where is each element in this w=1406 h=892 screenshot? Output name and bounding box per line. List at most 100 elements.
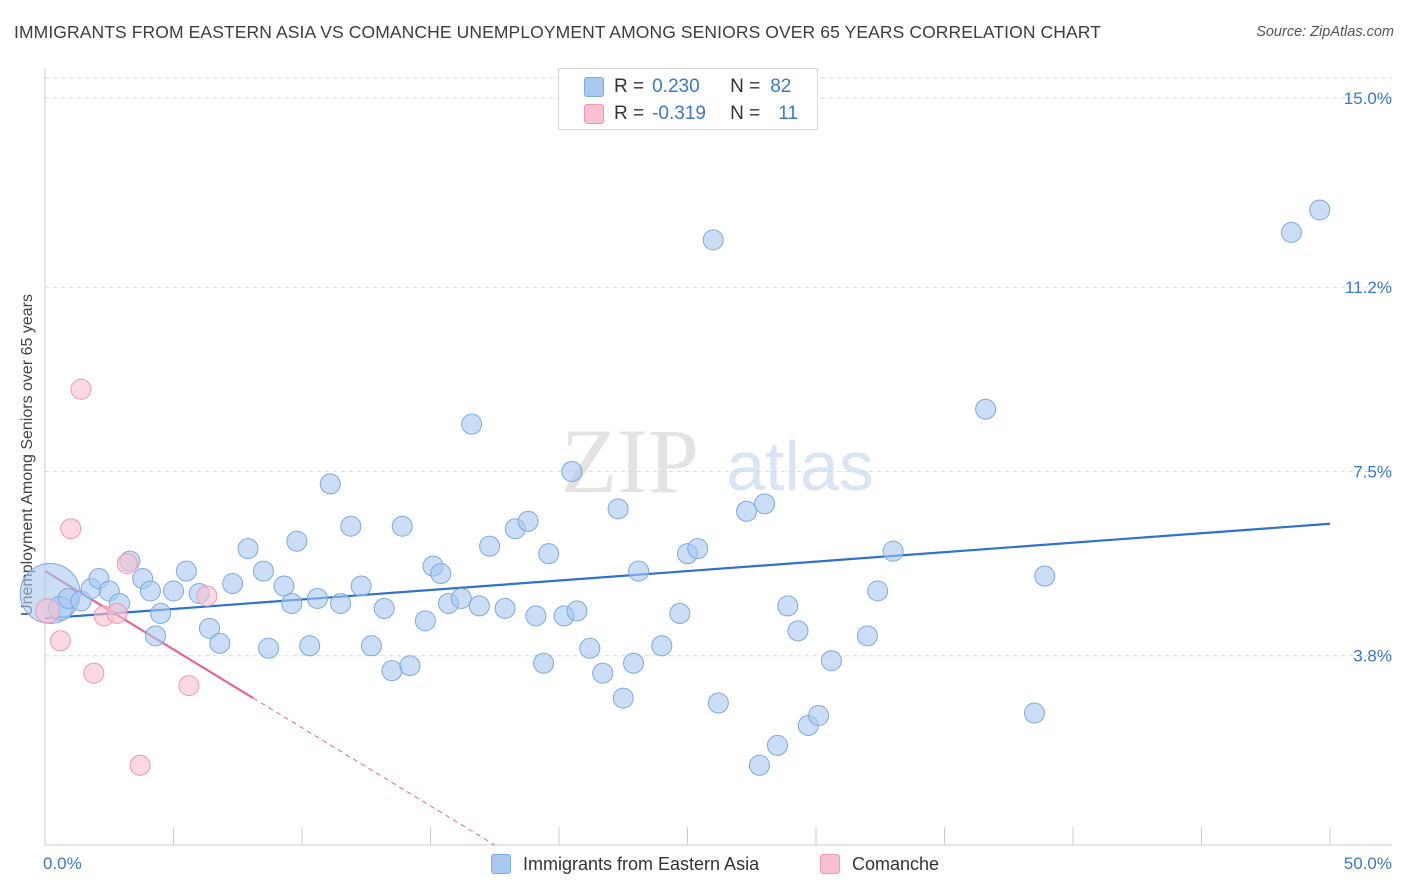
point-eastern-asia — [975, 398, 997, 420]
point-comanche — [60, 518, 82, 540]
point-eastern-asia — [430, 563, 452, 585]
point-eastern-asia — [882, 540, 904, 562]
trend-lines — [44, 522, 1331, 846]
point-eastern-asia — [373, 597, 395, 619]
point-eastern-asia — [623, 652, 645, 674]
legend-r-label: R = — [614, 103, 645, 124]
watermark-atlas: atlas — [726, 427, 874, 505]
point-comanche — [70, 378, 92, 400]
tick-labels: 3.8% 7.5% 11.2% 15.0% 0.0% 50.0% — [43, 89, 1392, 873]
point-eastern-asia — [1280, 221, 1302, 243]
point-eastern-asia — [736, 500, 758, 522]
y-tick-label: 7.5% — [1353, 462, 1392, 481]
point-eastern-asia — [360, 635, 382, 657]
point-eastern-asia — [561, 460, 583, 482]
point-eastern-asia — [479, 535, 501, 557]
legend-n-label: N = — [730, 103, 761, 124]
point-eastern-asia — [787, 620, 809, 642]
point-eastern-asia — [414, 610, 436, 632]
point-comanche — [196, 585, 218, 607]
legend-row-series1: R = 0.230 N = 82 — [584, 75, 791, 99]
point-eastern-asia — [175, 560, 197, 582]
point-eastern-asia — [579, 637, 601, 659]
point-eastern-asia — [777, 595, 799, 617]
trend-line-eastern-asia — [44, 522, 1331, 620]
point-eastern-asia — [299, 635, 321, 657]
point-eastern-asia — [461, 413, 483, 435]
source-label: Source: ZipAtlas.com — [1256, 24, 1394, 40]
point-eastern-asia — [145, 625, 167, 647]
legend-r-value: 0.230 — [652, 76, 700, 97]
point-comanche — [106, 602, 128, 624]
point-eastern-asia — [150, 602, 172, 624]
point-eastern-asia — [566, 600, 588, 622]
bottom-legend-series1: Immigrants from Eastern Asia — [491, 852, 759, 876]
point-eastern-asia — [651, 635, 673, 657]
legend-r-value: -0.319 — [652, 103, 706, 124]
point-comanche — [35, 598, 61, 624]
point-eastern-asia — [1309, 199, 1331, 221]
data-points — [19, 199, 1331, 776]
legend-n-value: 82 — [770, 76, 792, 97]
point-eastern-asia — [754, 493, 776, 515]
point-comanche — [83, 662, 105, 684]
stats-legend: R = 0.230 N = 82 R = -0.319 N = 11 — [558, 68, 818, 130]
y-tick-label: 15.0% — [1344, 89, 1392, 108]
point-comanche — [129, 754, 151, 776]
point-eastern-asia — [209, 632, 231, 654]
point-eastern-asia — [252, 560, 274, 582]
point-eastern-asia — [525, 605, 547, 627]
x-tick-label: 0.0% — [43, 854, 82, 873]
point-eastern-asia — [867, 580, 889, 602]
point-eastern-asia — [748, 754, 770, 776]
point-eastern-asia — [237, 538, 259, 560]
legend-n-label: N = — [730, 76, 761, 97]
point-eastern-asia — [319, 473, 341, 495]
point-eastern-asia — [281, 592, 303, 614]
x-tick-label: 50.0% — [1344, 854, 1392, 873]
point-eastern-asia — [517, 510, 539, 532]
chart-title: IMMIGRANTS FROM EASTERN ASIA VS COMANCHE… — [14, 22, 1101, 42]
point-eastern-asia — [222, 573, 244, 595]
point-eastern-asia — [1023, 702, 1045, 724]
trend-extension-comanche — [252, 697, 496, 846]
y-tick-label: 11.2% — [1345, 278, 1392, 297]
point-comanche — [178, 675, 200, 697]
point-eastern-asia — [258, 637, 280, 659]
watermark: ZIP atlas — [561, 410, 874, 512]
legend-row-series2: R = -0.319 N = 11 — [584, 102, 798, 126]
point-eastern-asia — [494, 597, 516, 619]
point-eastern-asia — [198, 617, 220, 639]
point-eastern-asia — [592, 662, 614, 684]
axes — [44, 68, 1392, 846]
point-eastern-asia — [1034, 565, 1056, 587]
point-eastern-asia — [856, 625, 878, 647]
point-eastern-asia — [163, 580, 184, 602]
point-eastern-asia — [286, 530, 308, 552]
point-eastern-asia — [330, 592, 352, 614]
point-eastern-asia — [808, 705, 830, 727]
point-eastern-asia — [628, 560, 650, 582]
point-eastern-asia — [669, 602, 691, 624]
point-eastern-asia — [273, 575, 295, 597]
point-eastern-asia — [139, 580, 161, 602]
watermark-zip: ZIP — [561, 410, 699, 512]
point-comanche — [49, 630, 71, 652]
legend-swatch-series2 — [584, 104, 604, 124]
legend-n-value: 11 — [778, 103, 798, 124]
bottom-legend-swatch-series1 — [491, 854, 511, 874]
bottom-legend-series2: Comanche — [820, 852, 939, 876]
point-eastern-asia — [381, 660, 403, 682]
legend-r-label: R = — [614, 76, 645, 97]
point-eastern-asia — [340, 515, 362, 537]
bottom-legend-label-series1: Immigrants from Eastern Asia — [523, 853, 760, 874]
point-comanche — [116, 553, 138, 575]
point-eastern-asia — [450, 587, 472, 609]
bottom-legend-label-series2: Comanche — [852, 853, 940, 874]
point-eastern-asia — [468, 595, 490, 617]
point-eastern-asia — [350, 575, 372, 597]
point-eastern-asia — [306, 587, 328, 609]
point-eastern-asia — [707, 692, 729, 714]
point-eastern-asia — [702, 229, 724, 251]
